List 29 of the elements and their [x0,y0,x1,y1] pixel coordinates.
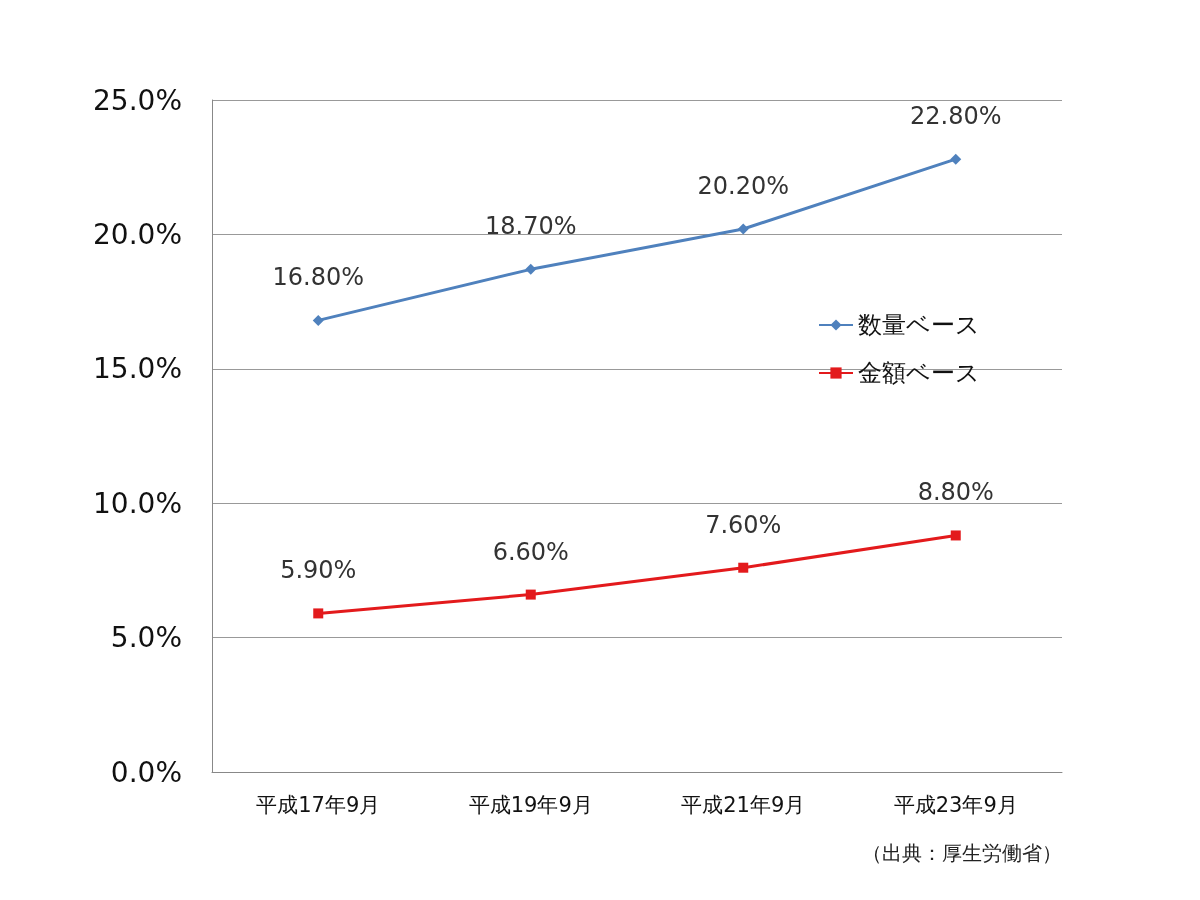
x-tick-label: 平成19年9月 [468,792,593,817]
y-tick-label: 20.0% [93,217,182,251]
data-label: 18.70% [484,211,577,240]
data-label: 8.80% [917,478,994,507]
legend-label: 金額ベース [858,359,980,387]
point [950,530,961,541]
y-tick-label: 0.0% [110,755,182,789]
text: （出典：厚生労働省） [862,841,1062,865]
point [525,263,537,275]
x-tick-label: 平成17年9月 [256,792,381,817]
data-label: 22.80% [909,101,1002,130]
data-label: 5.90% [280,556,357,585]
y-tick-label: 25.0% [93,83,182,117]
point [950,153,962,165]
legend-label: 数量ベース [858,311,980,339]
y-tick-label: 15.0% [93,352,182,386]
point [525,589,536,600]
y-tick-label: 10.0% [93,486,182,520]
y-tick-label: 5.0% [110,621,182,655]
data-label: 16.80% [272,262,365,291]
point [313,608,324,619]
point [738,562,749,573]
x-tick-label: 平成23年9月 [893,792,1018,817]
x-tick-label: 平成21年9月 [681,792,806,817]
data-label: 20.20% [697,171,790,200]
data-label: 6.60% [492,537,569,566]
point [737,223,749,235]
data-label: 7.60% [705,510,782,539]
point [312,314,324,326]
